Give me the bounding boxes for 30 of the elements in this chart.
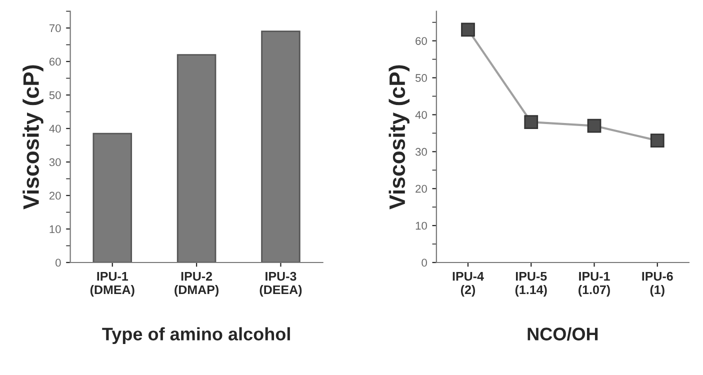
- point: [650, 134, 664, 148]
- point: [587, 118, 602, 133]
- x-axis-title: Type of amino alcohol: [102, 327, 290, 344]
- x-tick-label: IPU-5 (1.14): [515, 272, 547, 297]
- y-axis-title: Viscosity (cP): [22, 65, 44, 210]
- y-tick-label: 70: [49, 24, 61, 32]
- y-tick-label: 40: [415, 110, 427, 119]
- x-axis-title: NCO/OH: [528, 327, 598, 341]
- y-tick-label: 40: [49, 124, 61, 133]
- x-tick-label: IPU-1 (1.07): [578, 272, 610, 297]
- x-tick-label: IPU-1 (DMEA): [90, 272, 134, 297]
- y-tick-label: 0: [56, 258, 61, 267]
- point: [461, 22, 475, 37]
- y-tick-label: 30: [49, 158, 61, 166]
- y-tick-label: 10: [416, 222, 427, 230]
- y-tick-label: 60: [416, 37, 427, 45]
- y-axis-title: Viscosity (cP): [388, 65, 410, 210]
- y-tick-label: 50: [49, 91, 61, 100]
- x-tick-label: IPU-4 (2): [452, 272, 484, 297]
- x-tick-label: IPU-2 (DMAP): [174, 272, 218, 297]
- y-tick-label: 30: [415, 148, 427, 156]
- y-tick-label: 20: [416, 184, 427, 193]
- x-tick-label: IPU-6 (1): [642, 272, 673, 297]
- y-tick-label: 0: [422, 258, 427, 267]
- y-tick-label: 50: [415, 74, 427, 82]
- point: [524, 115, 538, 130]
- y-tick-label: 10: [50, 225, 61, 234]
- y-tick-label: 60: [49, 58, 61, 66]
- y-tick-label: 20: [49, 192, 61, 200]
- x-tick-label: IPU-3 (DEEA): [260, 272, 302, 297]
